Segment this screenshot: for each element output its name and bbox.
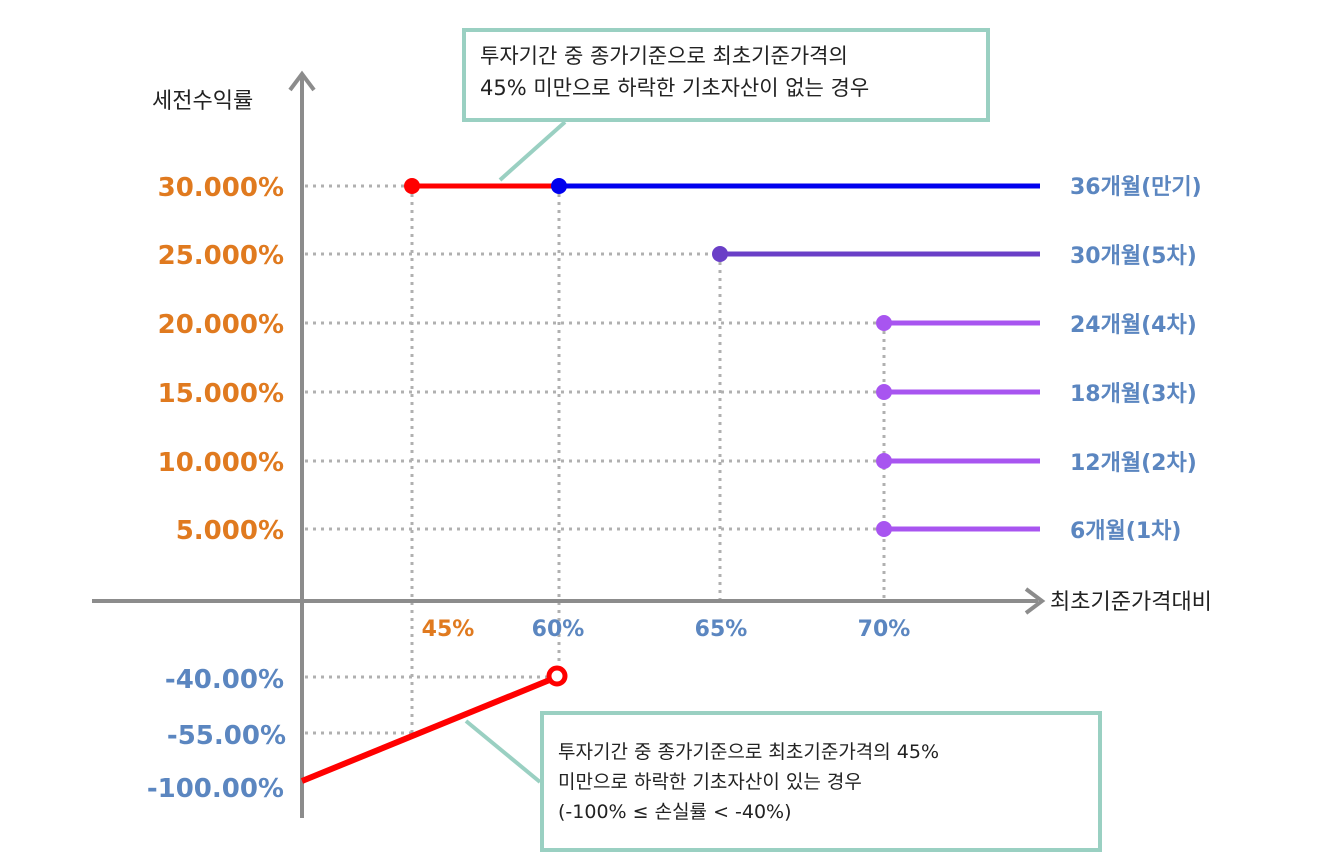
marker-45 <box>404 178 420 194</box>
y-tick: 15.000% <box>158 379 284 409</box>
y-tick: 5.000% <box>176 516 284 546</box>
x-tick: 45% <box>422 617 475 642</box>
callout-text: 45% 미만으로 하락한 기초자산이 없는 경우 <box>480 76 870 100</box>
callout-text: 미만으로 하락한 기초자산이 있는 경우 <box>558 771 862 793</box>
callout-text: (-100% ≤ 손실률 < -40%) <box>558 801 792 823</box>
marker-65 <box>712 246 728 262</box>
markers <box>404 178 892 687</box>
x-tick-labels: 45% 60% 65% 70% <box>422 617 911 642</box>
callout-bottom-leader <box>464 719 542 784</box>
series-label-24m: 24개월(4차) <box>1070 313 1197 338</box>
y-tick: -55.00% <box>167 721 286 751</box>
marker-70-6m <box>876 521 892 537</box>
series-label-12m: 12개월(2차) <box>1070 451 1197 476</box>
x-tick: 60% <box>532 617 585 642</box>
marker-70-18m <box>876 384 892 400</box>
y-tick: -40.00% <box>165 665 284 695</box>
series-label-30m: 30개월(5차) <box>1070 244 1197 269</box>
y-tick: 10.000% <box>158 448 284 478</box>
callout-text: 투자기간 중 종가기준으로 최초기준가격의 45% <box>558 741 940 763</box>
axes <box>92 70 1046 818</box>
series-labels: 36개월(만기) 30개월(5차) 24개월(4차) 18개월(3차) 12개월… <box>1070 175 1202 544</box>
callout-no-breach: 투자기간 중 종가기준으로 최초기준가격의 45% 미만으로 하락한 기초자산이… <box>462 28 990 122</box>
series-lines <box>300 183 1040 784</box>
marker-70-24m <box>876 315 892 331</box>
callout-text: 투자기간 중 종가기준으로 최초기준가격의 <box>480 44 848 68</box>
marker-loss-open <box>546 665 568 687</box>
marker-70-12m <box>876 453 892 469</box>
y-axis-arrow-icon <box>288 70 316 92</box>
y-tick: -100.00% <box>147 774 284 804</box>
y-tick-labels: 30.000% 25.000% 20.000% 15.000% 10.000% … <box>147 173 286 804</box>
x-axis-arrow-icon <box>1024 587 1046 615</box>
guide-lines <box>305 184 886 735</box>
y-tick: 20.000% <box>158 310 284 340</box>
y-axis-title: 세전수익률 <box>152 89 253 114</box>
series-label-6m: 6개월(1차) <box>1070 519 1181 544</box>
line-loss <box>300 676 554 784</box>
y-tick: 25.000% <box>158 241 284 271</box>
x-tick: 65% <box>695 617 748 642</box>
y-tick: 30.000% <box>158 173 284 203</box>
callout-breach: 투자기간 중 종가기준으로 최초기준가격의 45% 미만으로 하락한 기초자산이… <box>540 711 1102 852</box>
x-axis-title: 최초기준가격대비 <box>1050 590 1212 615</box>
x-tick: 70% <box>858 617 911 642</box>
marker-60 <box>551 178 567 194</box>
series-label-36m: 36개월(만기) <box>1070 175 1202 200</box>
series-label-18m: 18개월(3차) <box>1070 382 1197 407</box>
callout-top-leader <box>498 120 567 182</box>
